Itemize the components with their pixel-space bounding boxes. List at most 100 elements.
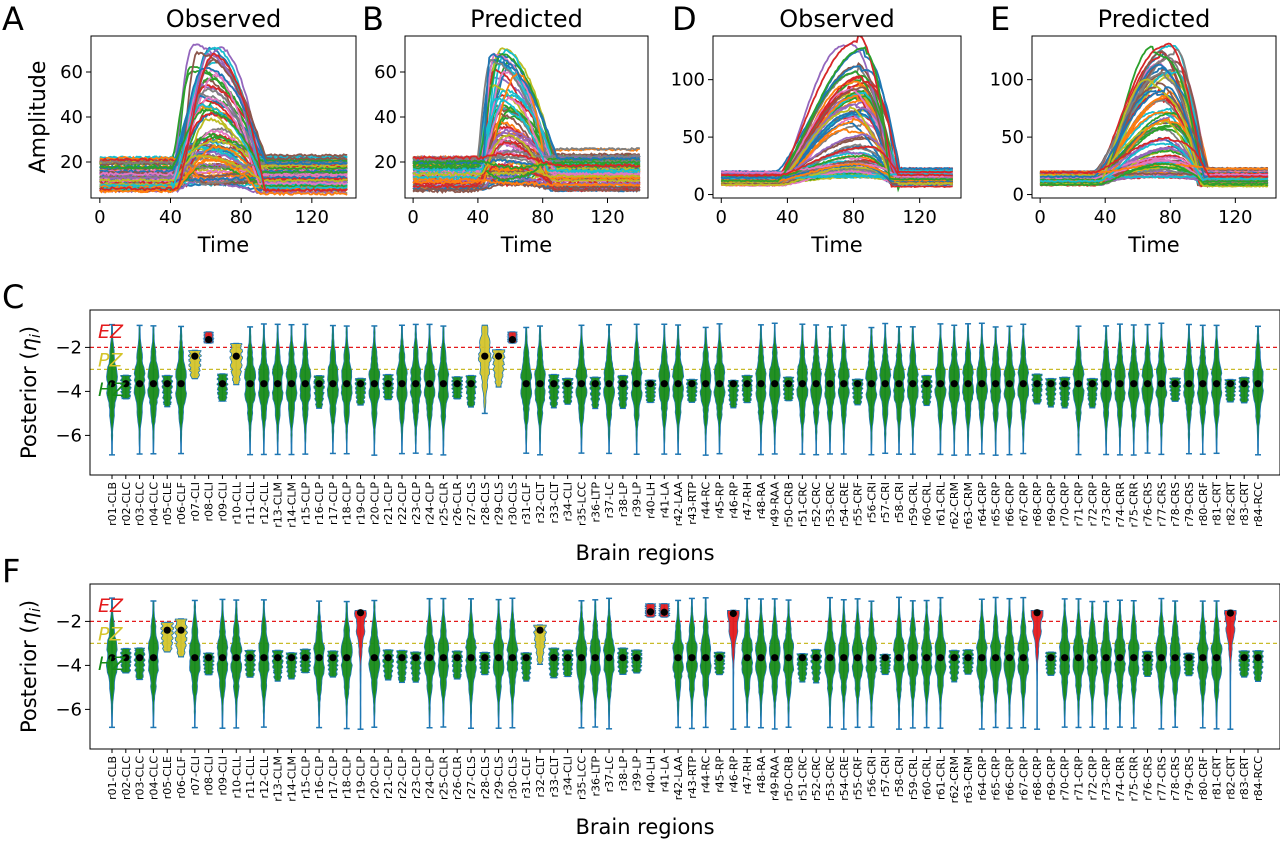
y-tick-label: 100 [671,70,705,91]
x-tick-label: r56-CRI [865,482,878,523]
violin-r50-CRB [782,599,795,728]
violin-r50-CRB [782,376,795,402]
x-tick-label: r45-RP [714,756,727,793]
violin-body [216,373,229,402]
violin-r43-RTP [685,378,699,403]
x-tick-label: r42-LAA [672,482,685,527]
violin-r19-CLP [354,377,367,406]
violin-r24-CLP [423,323,436,455]
violin-body [920,600,933,728]
violin-r54-CRE [837,324,850,455]
violin-body [1223,610,1237,730]
violin-r07-CLI [188,599,201,729]
x-tick-label: r74-CRR [1114,482,1127,528]
violin-body [230,599,243,729]
violin-r76-CRS [1141,650,1154,678]
violin-body [672,324,685,455]
violin-body [837,324,850,455]
violin-body [727,610,740,730]
x-tick-label: r59-CRL [907,481,920,526]
violin-median [619,380,627,388]
violin-median [881,380,889,388]
violin-r11-CLL [244,326,256,456]
violin-median [191,654,199,662]
violin-r66-CRP [1003,597,1016,729]
x-tick-label: r20-CLP [368,482,381,525]
x-tick-label: r65-CRP [990,756,1003,801]
violin-median [301,380,309,388]
violin-r55-CRF [851,598,864,729]
violin-r82-CRT [1223,609,1237,730]
violin-body [1127,600,1140,729]
x-tick-label: r78-CRS [1169,482,1182,527]
x-tick-label: r52-CRC [810,482,823,527]
y-label-part: Posterior ( [17,625,41,733]
series-line [1039,45,1269,183]
violin-r24-CLP [423,597,436,729]
panel-letter: A [2,0,24,38]
violin-r29-CLS [491,349,506,388]
violin-median [343,654,351,662]
x-tick-label: r84-RCC [1252,482,1265,527]
violin-body [492,599,505,729]
violin-r56-CRI [865,326,878,456]
violin-r21-CLP [381,373,395,401]
x-tick-label: r34-CLI [562,756,575,796]
violin-median [784,380,793,388]
y-label-part: ) [17,600,41,608]
y-tick-label: 60 [60,62,83,83]
x-tick-label: r51-CRC [796,756,809,801]
zone-label-pz: PZ [98,623,123,645]
violin-body [603,324,616,454]
violin-body [1141,324,1154,454]
x-tick-label: r84-RCC [1252,756,1265,801]
x-tick-label: r67-CRP [1017,756,1030,801]
violin-median [232,654,240,662]
violin-median [218,654,227,662]
violin-r42-LAA [672,324,685,455]
violin-r59-CRL [906,600,919,729]
violin-median [149,380,158,388]
x-tick-label: r04-CLC [147,482,160,526]
violin-median [136,654,144,662]
violin-r63-CRM [962,323,975,456]
violin-median [1143,380,1152,388]
violin-r23-CLP [409,323,422,454]
violin-r18-CLP [340,325,353,455]
y-tick-label: −2 [55,611,82,632]
x-tick-label: r61-CRL [934,755,947,800]
violin-median [1199,380,1207,388]
series-line [413,97,641,173]
violin-body [1113,599,1126,728]
violin-body [105,597,119,728]
violin-r61-CRL [934,596,947,729]
violin-r44-RC [699,597,712,729]
violin-median [260,654,268,662]
x-tick-label: r48-RA [755,756,768,794]
violin-median [1254,380,1262,388]
zone-label-hz: HZ [98,379,126,401]
violin-median [1061,654,1069,662]
series-line [412,181,641,193]
violin-median [1005,654,1014,662]
violin-median [1102,654,1110,662]
panel-title: Observed [166,5,281,33]
violin-median [191,352,199,360]
violin-body [755,598,767,729]
series-line [99,99,348,184]
violin-body [824,326,836,455]
x-tick-label: r60-CRL [921,481,934,526]
violin-median [577,380,586,388]
x-tick-label: r62-CRM [948,756,961,803]
violin-median [1171,380,1179,388]
violin-median [992,654,1000,662]
violin-r49-RAA [768,322,781,455]
violin-body [216,598,229,729]
violin-r17-CLP [327,650,339,678]
violin-r68-CRP [1031,373,1044,405]
x-tick-label: r78-CRS [1169,756,1182,801]
violin-body [340,601,353,729]
violin-body [1252,325,1264,456]
violin-median [909,654,917,662]
violin-body [465,598,477,729]
